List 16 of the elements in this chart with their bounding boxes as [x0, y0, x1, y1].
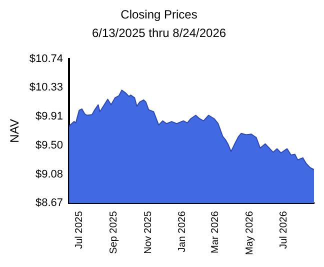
x-tick-label: Mar 2026 [210, 210, 222, 254]
y-tick-label: $9.08 [36, 168, 64, 181]
chart-subtitle: 6/13/2025 thru 8/24/2026 [92, 26, 226, 40]
y-tick-label: $8.67 [36, 197, 64, 210]
y-axis-title: NAV [8, 119, 22, 143]
y-tick-label: $9.50 [36, 139, 64, 152]
x-tick-label: Jan 2026 [177, 210, 188, 252]
y-tick-label: $10.74 [29, 52, 64, 65]
chart-title: Closing Prices [120, 8, 198, 22]
y-tick-label: $10.33 [29, 81, 64, 94]
x-tick-label: Sep 2025 [108, 210, 120, 254]
x-tick-label: Nov 2025 [142, 210, 154, 254]
y-tick-label: $9.91 [36, 110, 64, 123]
x-tick-label: May 2026 [244, 210, 256, 256]
x-tick-label: Jul 2026 [278, 210, 290, 249]
x-tick-label: Jul 2025 [74, 210, 85, 249]
